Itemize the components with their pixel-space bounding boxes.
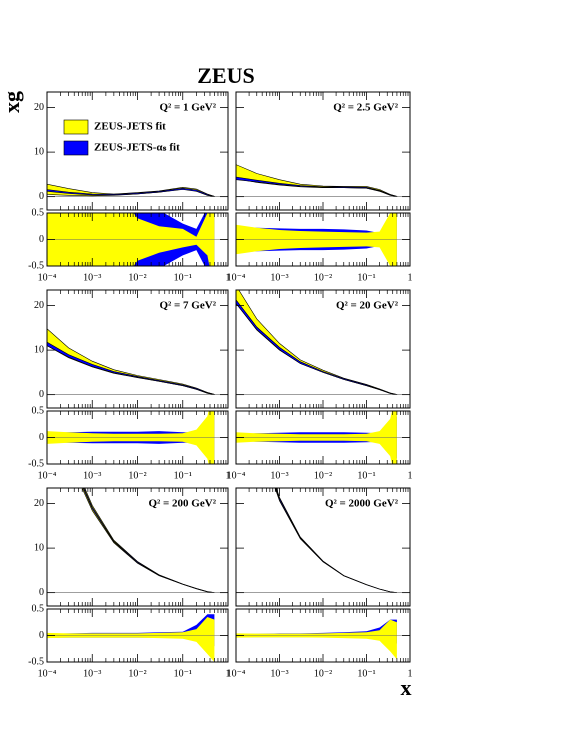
y-tick-label: 0 (39, 389, 44, 400)
x-tick-label: 1 (226, 470, 231, 481)
x-tick-label: 1 (408, 470, 413, 481)
x-tick-label: 10⁻³ (270, 668, 288, 679)
x-tick-label: 10⁻⁴ (227, 470, 246, 481)
y-tick-label: 10 (34, 146, 44, 157)
y-tick-label: 0 (39, 630, 44, 641)
x-tick-label: 10⁻² (128, 470, 146, 481)
y-tick-label: 20 (34, 102, 44, 113)
y-tick-label: -0.5 (28, 458, 44, 469)
x-tick-label: 10⁻³ (270, 470, 288, 481)
y-axis-label: xg (0, 91, 24, 113)
plot-area (47, 614, 215, 662)
panel-label: Q² = 1 GeV² (159, 102, 216, 114)
x-tick-label: 10⁻¹ (174, 470, 192, 481)
panel-label: Q² = 7 GeV² (159, 300, 216, 312)
band (236, 619, 397, 660)
x-tick-label: 10⁻⁴ (38, 272, 57, 283)
y-tick-label: 0.5 (32, 405, 45, 416)
plot-area (236, 619, 397, 660)
x-tick-label: 10⁻² (128, 668, 146, 679)
x-tick-label: 10⁻⁴ (38, 668, 57, 679)
x-tick-label: 1 (408, 668, 413, 679)
band (47, 614, 215, 647)
x-tick-label: 10⁻¹ (174, 668, 192, 679)
plot-area (274, 488, 397, 593)
x-tick-label: 10⁻³ (83, 470, 101, 481)
y-tick-label: -0.5 (28, 656, 44, 667)
y-tick-label: -0.5 (28, 260, 44, 271)
panel-label: Q² = 2.5 GeV² (333, 102, 399, 114)
x-axis-label: x (401, 675, 412, 700)
band (236, 619, 397, 644)
legend-label: ZEUS-JETS-αₛ fit (94, 142, 180, 154)
x-tick-label: 10⁻⁴ (227, 272, 246, 283)
y-tick-label: 0 (39, 234, 44, 245)
panel-label: Q² = 200 GeV² (148, 498, 216, 510)
legend-swatch (63, 140, 89, 156)
y-tick-label: 0.5 (32, 603, 45, 614)
plot-area (81, 488, 215, 593)
y-tick-label: 0.5 (32, 207, 45, 218)
plot-area (47, 183, 215, 197)
band (82, 488, 215, 593)
x-tick-label: 1 (226, 272, 231, 283)
y-tick-label: 0 (39, 587, 44, 598)
x-tick-label: 10⁻⁴ (227, 668, 246, 679)
x-tick-label: 10⁻² (314, 668, 332, 679)
y-tick-label: 0 (39, 432, 44, 443)
y-tick-label: 10 (34, 344, 44, 355)
panel-label: Q² = 2000 GeV² (325, 498, 399, 510)
band (47, 328, 215, 395)
legend-label: ZEUS-JETS fit (94, 121, 166, 133)
x-tick-label: 10⁻¹ (357, 668, 375, 679)
x-tick-label: 10⁻² (314, 272, 332, 283)
legend-swatch (63, 119, 89, 135)
x-tick-label: 1 (408, 272, 413, 283)
x-tick-label: 10⁻¹ (174, 272, 192, 283)
x-tick-label: 10⁻² (314, 470, 332, 481)
y-tick-label: 20 (34, 498, 44, 509)
x-tick-label: 1 (226, 668, 231, 679)
x-tick-label: 10⁻¹ (357, 470, 375, 481)
band (275, 488, 397, 593)
x-tick-label: 10⁻³ (83, 272, 101, 283)
y-tick-label: 20 (34, 300, 44, 311)
band (47, 617, 215, 662)
y-tick-label: 0 (39, 191, 44, 202)
x-tick-label: 10⁻² (128, 272, 146, 283)
plot-area (236, 164, 398, 197)
plot-area (47, 328, 215, 395)
x-tick-label: 10⁻³ (83, 668, 101, 679)
x-tick-label: 10⁻⁴ (38, 470, 57, 481)
x-tick-label: 10⁻¹ (357, 272, 375, 283)
panel-label: Q² = 20 GeV² (336, 300, 399, 312)
figure-title: ZEUS (197, 63, 254, 88)
y-tick-label: 10 (34, 542, 44, 553)
x-tick-label: 10⁻³ (270, 272, 288, 283)
band (236, 299, 398, 395)
